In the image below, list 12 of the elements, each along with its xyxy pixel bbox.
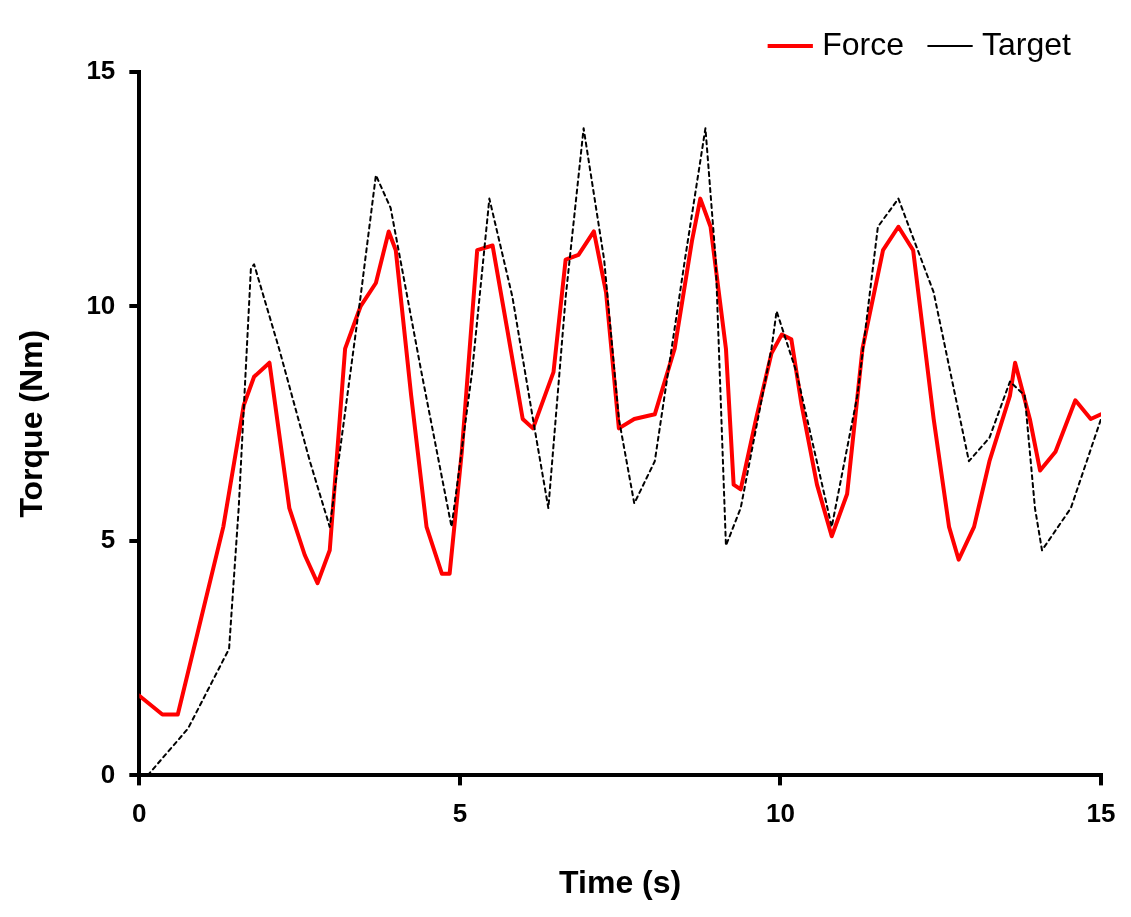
y-axis-title: Torque (Nm) [13,329,50,518]
x-axis-title: Time (s) [559,863,682,900]
legend-label: Target [982,25,1072,62]
y-tick-label: 0 [100,758,116,789]
y-tick-label: 5 [100,524,116,555]
legend-label: Force [822,25,905,62]
x-tick-label: 0 [132,798,147,829]
y-tick-label: 15 [86,55,116,86]
x-tick-label: 10 [765,798,795,829]
y-tick-label: 10 [86,289,116,320]
x-tick-label: 5 [452,798,468,829]
x-tick-label: 15 [1086,798,1116,829]
